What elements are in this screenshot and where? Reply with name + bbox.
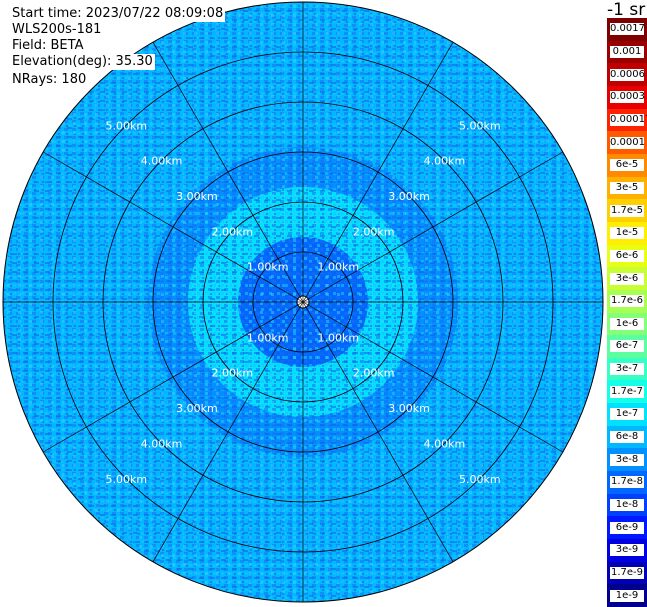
- range-label-1km: 1.00km: [318, 331, 360, 344]
- range-label-4km: 4.00km: [141, 437, 183, 450]
- field-label: Field: BETA: [10, 38, 86, 54]
- range-label-5km: 5.00km: [459, 473, 501, 486]
- nrays-label: NRays: 180: [10, 72, 89, 88]
- colorbar-tick-label: 1.7e-8: [610, 476, 644, 489]
- radar-center-marker: [296, 295, 310, 309]
- colorbar-tick-label: 3e-7: [610, 363, 644, 376]
- range-label-2km: 2.00km: [212, 225, 254, 238]
- colorbar-tick-label: 1e-9: [610, 589, 644, 602]
- colorbar-tick-label: 6e-9: [610, 521, 644, 534]
- colorbar-tick-label: 3e-6: [610, 272, 644, 285]
- colorbar-tick-label: 1e-8: [610, 499, 644, 512]
- center-tick: [302, 301, 309, 306]
- colorbar-tick-label: 0.0017: [610, 23, 645, 36]
- colorbar-tick-label: 0.0006: [610, 68, 645, 81]
- azimuth-spokes: [3, 2, 603, 602]
- colorbar-tick-label: 0.0001: [610, 136, 645, 149]
- instrument-label: WLS200s-181: [10, 22, 104, 38]
- spoke-60deg: [302, 151, 563, 303]
- colorbar-unit: -1 sr: [607, 0, 646, 20]
- range-label-5km: 5.00km: [105, 473, 147, 486]
- center-tick: [299, 301, 304, 308]
- range-label-3km: 3.00km: [388, 190, 430, 203]
- range-label-4km: 4.00km: [424, 155, 466, 168]
- colorbar-tick-label: 0.001: [610, 45, 644, 58]
- spoke-300deg: [43, 151, 304, 303]
- colorbar-tick-label: 1e-6: [610, 317, 644, 330]
- range-label-5km: 5.00km: [105, 119, 147, 132]
- range-label-4km: 4.00km: [424, 437, 466, 450]
- colorbar-tick-label: 1.7e-9: [610, 567, 644, 580]
- range-label-1km: 1.00km: [247, 331, 289, 344]
- spoke-210deg: [152, 301, 304, 562]
- start-time-label: Start time: 2023/07/22 08:09:08: [10, 6, 226, 22]
- range-label-5km: 5.00km: [459, 119, 501, 132]
- colorbar-tick-label: 1e-5: [610, 227, 644, 240]
- center-tick: [299, 296, 304, 303]
- center-tick: [297, 301, 304, 306]
- colorbar-tick-label: 6e-6: [610, 249, 644, 262]
- range-label-4km: 4.00km: [141, 155, 183, 168]
- spoke-240deg: [43, 301, 304, 453]
- colorbar-tick-label: 6e-7: [610, 340, 644, 353]
- range-label-3km: 3.00km: [176, 190, 218, 203]
- range-label-1km: 1.00km: [318, 261, 360, 274]
- range-label-3km: 3.00km: [388, 402, 430, 415]
- colorbar-tick-label: 6e-5: [610, 159, 644, 172]
- spoke-330deg: [152, 42, 304, 303]
- colorbar-tick-label: 1.7e-6: [610, 295, 644, 308]
- center-tick: [297, 298, 304, 303]
- range-label-3km: 3.00km: [176, 402, 218, 415]
- spoke-150deg: [302, 301, 454, 562]
- colorbar-tick-label: 6e-8: [610, 431, 644, 444]
- elevation-label: Elevation(deg): 35.30: [10, 54, 155, 70]
- range-labels: 1.00km 1.00km 1.00km 1.00km 2.00km 2.00km 2.00…: [105, 119, 500, 486]
- colorbar-tick-label: 0.0003: [610, 91, 645, 104]
- colorbar-tick-label: 1e-7: [610, 408, 644, 421]
- range-label-2km: 2.00km: [212, 367, 254, 380]
- spoke-120deg: [302, 301, 563, 453]
- range-label-1km: 1.00km: [247, 261, 289, 274]
- colorbar-tick-label: 3e-8: [610, 453, 644, 466]
- colorbar-tick-label: 3e-5: [610, 181, 644, 194]
- center-tick: [302, 301, 307, 308]
- spoke-30deg: [302, 42, 454, 303]
- range-label-2km: 2.00km: [353, 367, 395, 380]
- colorbar-tick-label: 0.00017: [610, 113, 647, 126]
- range-label-2km: 2.00km: [353, 225, 395, 238]
- center-tick: [302, 296, 307, 303]
- center-tick: [302, 298, 309, 303]
- colorbar-tick-label: 3e-9: [610, 544, 644, 557]
- colorbar: 0.0017 0.001 0.0006 0.0003 0.00017 0.0001 6e-5…: [607, 18, 647, 607]
- colorbar-tick-label: 1.7e-7: [610, 385, 644, 398]
- colorbar-tick-label: 1.7e-5: [610, 204, 644, 217]
